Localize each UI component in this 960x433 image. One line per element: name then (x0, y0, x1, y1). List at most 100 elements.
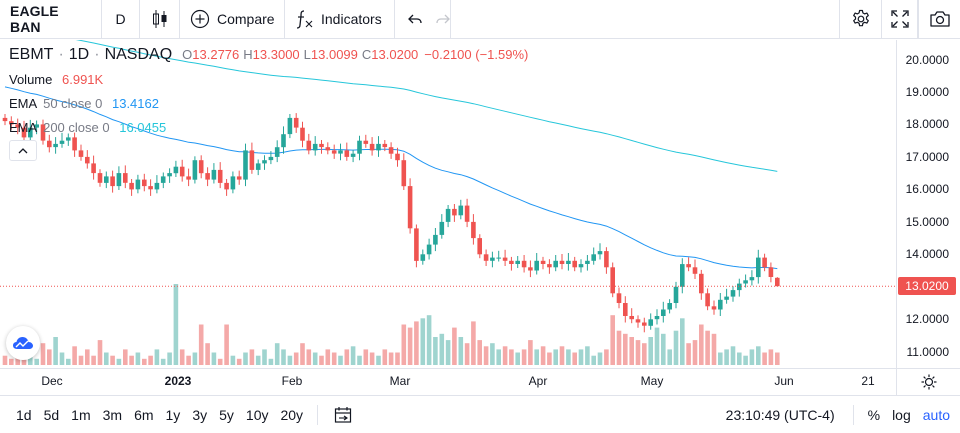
fx-icon (295, 8, 315, 30)
tradingview-logo-badge[interactable] (6, 326, 40, 360)
volume-bar (749, 349, 755, 365)
price-chart-pane[interactable] (0, 40, 896, 368)
goto-date-button[interactable] (326, 396, 360, 433)
volume-bar (319, 355, 324, 365)
candle-body (135, 179, 141, 190)
compare-button[interactable]: Compare (180, 0, 285, 39)
ema200-legend[interactable]: EMA 200 close 0 16.0455 (9, 120, 166, 135)
snapshot-button[interactable] (918, 0, 960, 39)
volume-bar (724, 349, 729, 365)
candle-body (477, 238, 482, 255)
close-value: 13.0200 (371, 47, 419, 62)
volume-bar (540, 346, 546, 365)
redo-icon[interactable] (435, 11, 451, 27)
ema50-legend[interactable]: EMA 50 close 0 13.4162 (9, 96, 159, 111)
low-value: 13.0099 (310, 47, 358, 62)
candle-body (97, 173, 103, 183)
candle-body (274, 147, 280, 157)
candle-body (205, 173, 210, 180)
interval-button[interactable]: D (102, 0, 140, 39)
gear-icon (851, 9, 871, 29)
log-scale-toggle[interactable]: log (892, 406, 911, 423)
candle-body (160, 176, 166, 183)
volume-bar (9, 358, 14, 365)
indicators-label: Indicators (321, 11, 382, 27)
candle-body (211, 169, 217, 180)
volume-bar (680, 318, 685, 365)
time-scale-settings-button[interactable] (896, 369, 960, 395)
volume-bar (699, 324, 704, 365)
volume-bar (528, 340, 533, 365)
high-key: H (243, 47, 253, 62)
legend-symbol[interactable]: EBMT (9, 46, 54, 63)
high-value: 13.3000 (252, 47, 300, 62)
settings-button[interactable] (840, 0, 882, 39)
ema200-legend-value: 16.0455 (119, 120, 167, 135)
volume-bar (616, 330, 622, 365)
range-1d-button[interactable]: 1d (16, 406, 32, 423)
volume-bar (369, 352, 375, 365)
candle-body (749, 277, 755, 281)
range-1y-button[interactable]: 1y (165, 406, 181, 423)
candle-body (686, 264, 691, 268)
indicators-button[interactable]: Indicators (285, 0, 395, 39)
price-tick-label: 17.0000 (905, 149, 949, 164)
range-5y-button[interactable]: 5y (219, 406, 234, 423)
volume-bar (53, 337, 58, 365)
percent-scale-toggle[interactable]: % (867, 406, 881, 423)
volume-bar (28, 355, 33, 365)
auto-scale-toggle[interactable]: auto (922, 406, 950, 423)
volume-bar (243, 352, 248, 365)
legend-interval: 1D (68, 46, 90, 63)
candle-body (762, 257, 767, 268)
volume-legend-name: Volume (9, 72, 53, 87)
range-6m-button[interactable]: 6m (134, 406, 154, 423)
range-5d-button[interactable]: 5d (43, 406, 60, 423)
candle-body (705, 293, 710, 307)
undo-icon[interactable] (407, 11, 423, 27)
volume-bar (236, 358, 242, 365)
range-3y-button[interactable]: 3y (192, 406, 208, 423)
candle-body (629, 316, 634, 320)
candle-body (312, 143, 318, 151)
volume-bar (224, 324, 229, 365)
cloud-logo-icon (12, 335, 34, 351)
volume-bar (642, 343, 647, 365)
range-10y-button[interactable]: 10y (245, 406, 269, 423)
range-3m-button[interactable]: 3m (102, 406, 123, 423)
range-20y-button[interactable]: 20y (280, 406, 304, 423)
price-scale[interactable]: 20.0000 19.0000 18.0000 17.0000 16.0000 15.00… (896, 40, 960, 368)
candle-body (110, 176, 115, 187)
fullscreen-button[interactable] (882, 0, 918, 39)
price-tick-label: 12.0000 (905, 312, 949, 327)
volume-bar (477, 340, 482, 365)
volume-bar (34, 358, 39, 365)
clock-timezone[interactable]: 23:10:49 (UTC-4) (725, 406, 835, 423)
candle-body (673, 286, 679, 303)
chart-type-button[interactable] (140, 0, 180, 39)
candle-body (243, 150, 248, 180)
volume-bar (142, 358, 147, 365)
candle-body (648, 319, 653, 326)
volume-bar (148, 355, 153, 365)
volume-bar (186, 355, 191, 365)
candle-body (737, 283, 742, 291)
candle-body (464, 205, 470, 222)
legend-collapse-button[interactable] (9, 140, 37, 161)
range-1m-button[interactable]: 1m (71, 406, 91, 423)
compare-label: Compare (217, 11, 275, 27)
candle-body (78, 150, 84, 157)
time-scale[interactable]: Dec 2023 Feb Mar Apr May Jun 21 (0, 368, 960, 395)
ema200-legend-name: EMA (9, 120, 37, 135)
volume-bar (350, 346, 356, 365)
volume-bar (363, 349, 369, 365)
volume-legend[interactable]: Volume 6.991K (9, 72, 103, 87)
legend-exchange: NASDAQ (104, 46, 173, 63)
volume-bar (515, 352, 520, 365)
volume-bar (597, 352, 603, 365)
ema50-legend-params: 50 close 0 (43, 96, 103, 111)
candle-body (338, 150, 343, 154)
candle-body (433, 234, 438, 245)
symbol-search-button[interactable]: EAGLE BAN (0, 0, 102, 39)
volume-bar (464, 343, 470, 365)
